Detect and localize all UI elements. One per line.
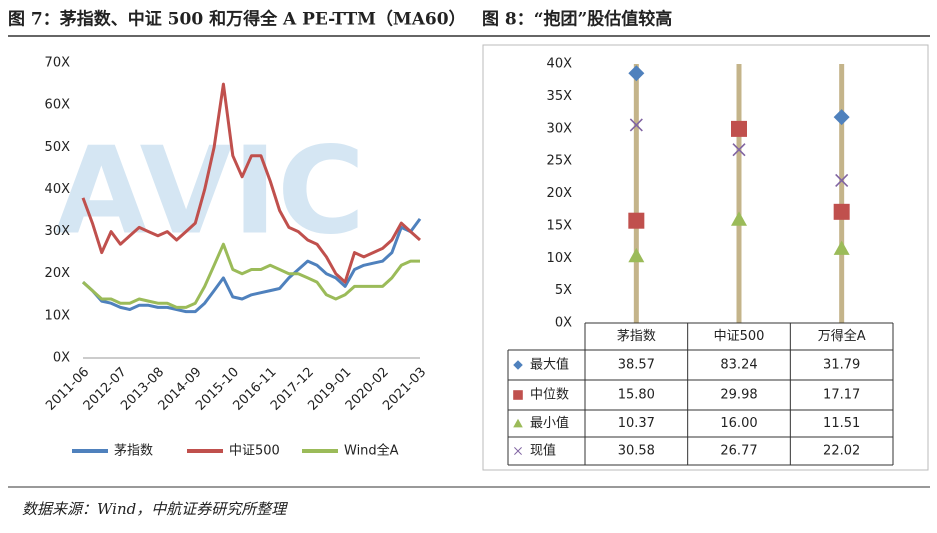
marker [833, 240, 850, 255]
marker [833, 203, 850, 220]
table-cell: 31.79 [823, 358, 860, 373]
y-tick-label: 50X [45, 140, 71, 155]
marker [628, 247, 645, 263]
y-tick-label: 25X [547, 154, 573, 169]
table-cell: 30.58 [618, 444, 655, 459]
y-tick-label: 35X [547, 89, 573, 104]
legend-icon [513, 390, 523, 400]
legend-label: 中位数 [530, 388, 569, 403]
legend-icon [514, 447, 522, 455]
legend-icon [513, 360, 523, 370]
line [81, 82, 421, 284]
line [81, 242, 420, 309]
line [81, 218, 422, 314]
legend-label: 茅指数 [114, 444, 153, 459]
table-cell: 26.77 [720, 444, 757, 459]
legend-label: 最小值 [530, 415, 569, 431]
y-tick-label: 0X [53, 351, 70, 366]
y-tick-label: 40X [45, 182, 71, 197]
marker [629, 118, 643, 132]
table-cell: 83.24 [720, 358, 757, 373]
table-cell: 38.57 [618, 358, 655, 373]
plot-area [628, 64, 850, 323]
table-cell: 17.17 [823, 388, 860, 403]
marker [835, 173, 849, 187]
y-tick-label: 60X [45, 98, 71, 113]
watermark: AVIC [55, 123, 365, 262]
marker [628, 212, 645, 229]
chart-title: 图 7：茅指数、中证 500 和万得全 A PE-TTM（MA60） [8, 9, 466, 30]
table-cell: 11.51 [823, 416, 860, 431]
table-header: 中证500 [714, 329, 765, 344]
legend-label: 现值 [530, 443, 556, 459]
source: 数据来源：Wind，中航证券研究所整理 [22, 500, 288, 518]
table-cell: 10.37 [618, 416, 655, 431]
panel-border [482, 44, 929, 471]
y-tick-label: 30X [547, 121, 573, 136]
y-tick-label: 20X [547, 186, 573, 201]
table-header: 茅指数 [617, 329, 656, 344]
y-tick-label: 5X [555, 283, 572, 298]
y-tick-label: 10X [45, 308, 71, 323]
marker [732, 143, 746, 157]
legend-label: 最大值 [530, 357, 569, 373]
legend-icon [513, 418, 523, 428]
marker [833, 109, 850, 126]
y-tick-label: 30X [45, 224, 71, 239]
legend-label: Wind全A [344, 443, 399, 459]
table-header: 万得全A [818, 328, 866, 344]
legend-label: 中证500 [229, 444, 280, 459]
y-tick-label: 40X [547, 57, 573, 72]
y-tick-label: 10X [547, 251, 573, 266]
table-cell: 29.98 [720, 388, 757, 403]
table-cell: 15.80 [618, 388, 655, 403]
table-cell: 22.02 [823, 444, 860, 459]
y-tick-label: 70X [45, 56, 71, 71]
marker [628, 65, 645, 82]
y-tick-label: 20X [45, 266, 71, 281]
table-cell: 16.00 [720, 416, 757, 431]
marker [731, 211, 747, 226]
chart-title: 图 8：“抱团”股估值较高 [482, 9, 672, 30]
marker [731, 120, 747, 137]
y-tick-label: 15X [547, 218, 573, 233]
y-tick-label: 0X [555, 316, 572, 331]
